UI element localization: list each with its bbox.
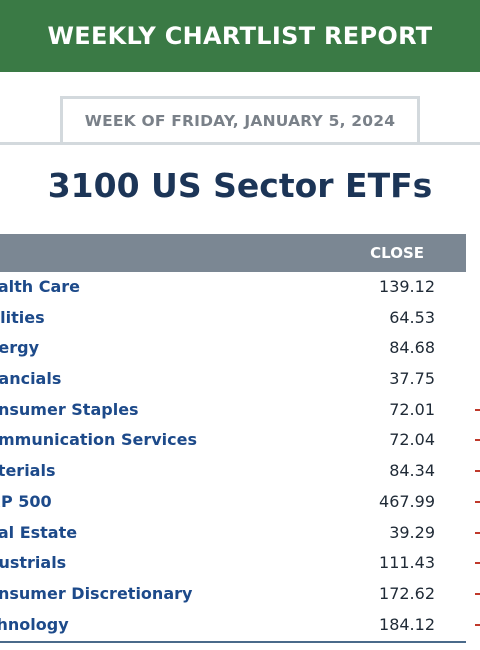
table-row: eal Estate 39.29 bbox=[0, 518, 480, 549]
table-header: CLOSE bbox=[0, 234, 466, 272]
sector-name[interactable]: dustrials bbox=[0, 553, 67, 573]
close-column-header: CLOSE bbox=[370, 244, 424, 262]
week-label-box: WEEK OF FRIDAY, JANUARY 5, 2024 bbox=[60, 96, 420, 142]
negative-change-mark bbox=[475, 439, 480, 442]
negative-change-mark bbox=[475, 470, 480, 473]
close-value: 64.53 bbox=[389, 307, 435, 327]
table-row: onsumer Discretionary 172.62 bbox=[0, 579, 480, 610]
close-value: 72.01 bbox=[389, 399, 435, 419]
table-row: nergy 84.68 bbox=[0, 333, 480, 364]
close-value: 172.62 bbox=[379, 583, 435, 603]
sector-name[interactable]: chnology bbox=[0, 614, 69, 634]
sector-name[interactable]: onsumer Discretionary bbox=[0, 583, 193, 603]
close-value: 111.43 bbox=[379, 553, 435, 573]
negative-change-mark bbox=[475, 500, 480, 503]
negative-change-mark bbox=[475, 531, 480, 534]
table-row: &P 500 467.99 bbox=[0, 487, 480, 518]
table-row: onsumer Staples 72.01 bbox=[0, 395, 480, 426]
banner-title: WEEKLY CHARTLIST REPORT bbox=[47, 22, 433, 50]
close-value: 184.12 bbox=[379, 614, 435, 634]
table-bottom-rule bbox=[0, 641, 466, 643]
table-row: tilities 64.53 bbox=[0, 303, 480, 334]
close-value: 467.99 bbox=[379, 491, 435, 511]
table-row: ommunication Services 72.04 bbox=[0, 425, 480, 456]
table-row: aterials 84.34 bbox=[0, 456, 480, 487]
sector-name[interactable]: tilities bbox=[0, 307, 45, 327]
negative-change-mark bbox=[475, 623, 480, 626]
sector-name[interactable]: ommunication Services bbox=[0, 430, 198, 450]
close-value: 139.12 bbox=[379, 277, 435, 296]
table-row: dustrials 111.43 bbox=[0, 548, 480, 579]
close-value: 84.34 bbox=[389, 461, 435, 481]
negative-change-mark bbox=[475, 592, 480, 595]
sector-name[interactable]: onsumer Staples bbox=[0, 399, 139, 419]
etf-table-body: ealth Care139.12tilities64.53nergy84.68n… bbox=[0, 272, 480, 640]
sector-name[interactable]: ealth Care bbox=[0, 277, 81, 296]
sector-name[interactable]: &P 500 bbox=[0, 491, 52, 511]
table-row: chnology 184.12 bbox=[0, 610, 480, 641]
negative-change-mark bbox=[475, 408, 480, 411]
section-title: 3100 US Sector ETFs bbox=[47, 166, 433, 205]
table-row: ealth Care 139.12 bbox=[0, 272, 480, 303]
report-banner: WEEKLY CHARTLIST REPORT bbox=[0, 0, 480, 72]
week-label: WEEK OF FRIDAY, JANUARY 5, 2024 bbox=[84, 111, 396, 130]
sector-name[interactable]: nergy bbox=[0, 338, 40, 358]
close-value: 37.75 bbox=[389, 369, 435, 389]
divider bbox=[0, 142, 480, 145]
sector-name[interactable]: eal Estate bbox=[0, 522, 78, 542]
close-value: 39.29 bbox=[389, 522, 435, 542]
close-value: 72.04 bbox=[389, 430, 435, 450]
table-row: nancials 37.75 bbox=[0, 364, 480, 395]
close-value: 84.68 bbox=[389, 338, 435, 358]
sector-name[interactable]: nancials bbox=[0, 369, 62, 389]
negative-change-mark bbox=[475, 562, 480, 565]
sector-name[interactable]: aterials bbox=[0, 461, 56, 481]
